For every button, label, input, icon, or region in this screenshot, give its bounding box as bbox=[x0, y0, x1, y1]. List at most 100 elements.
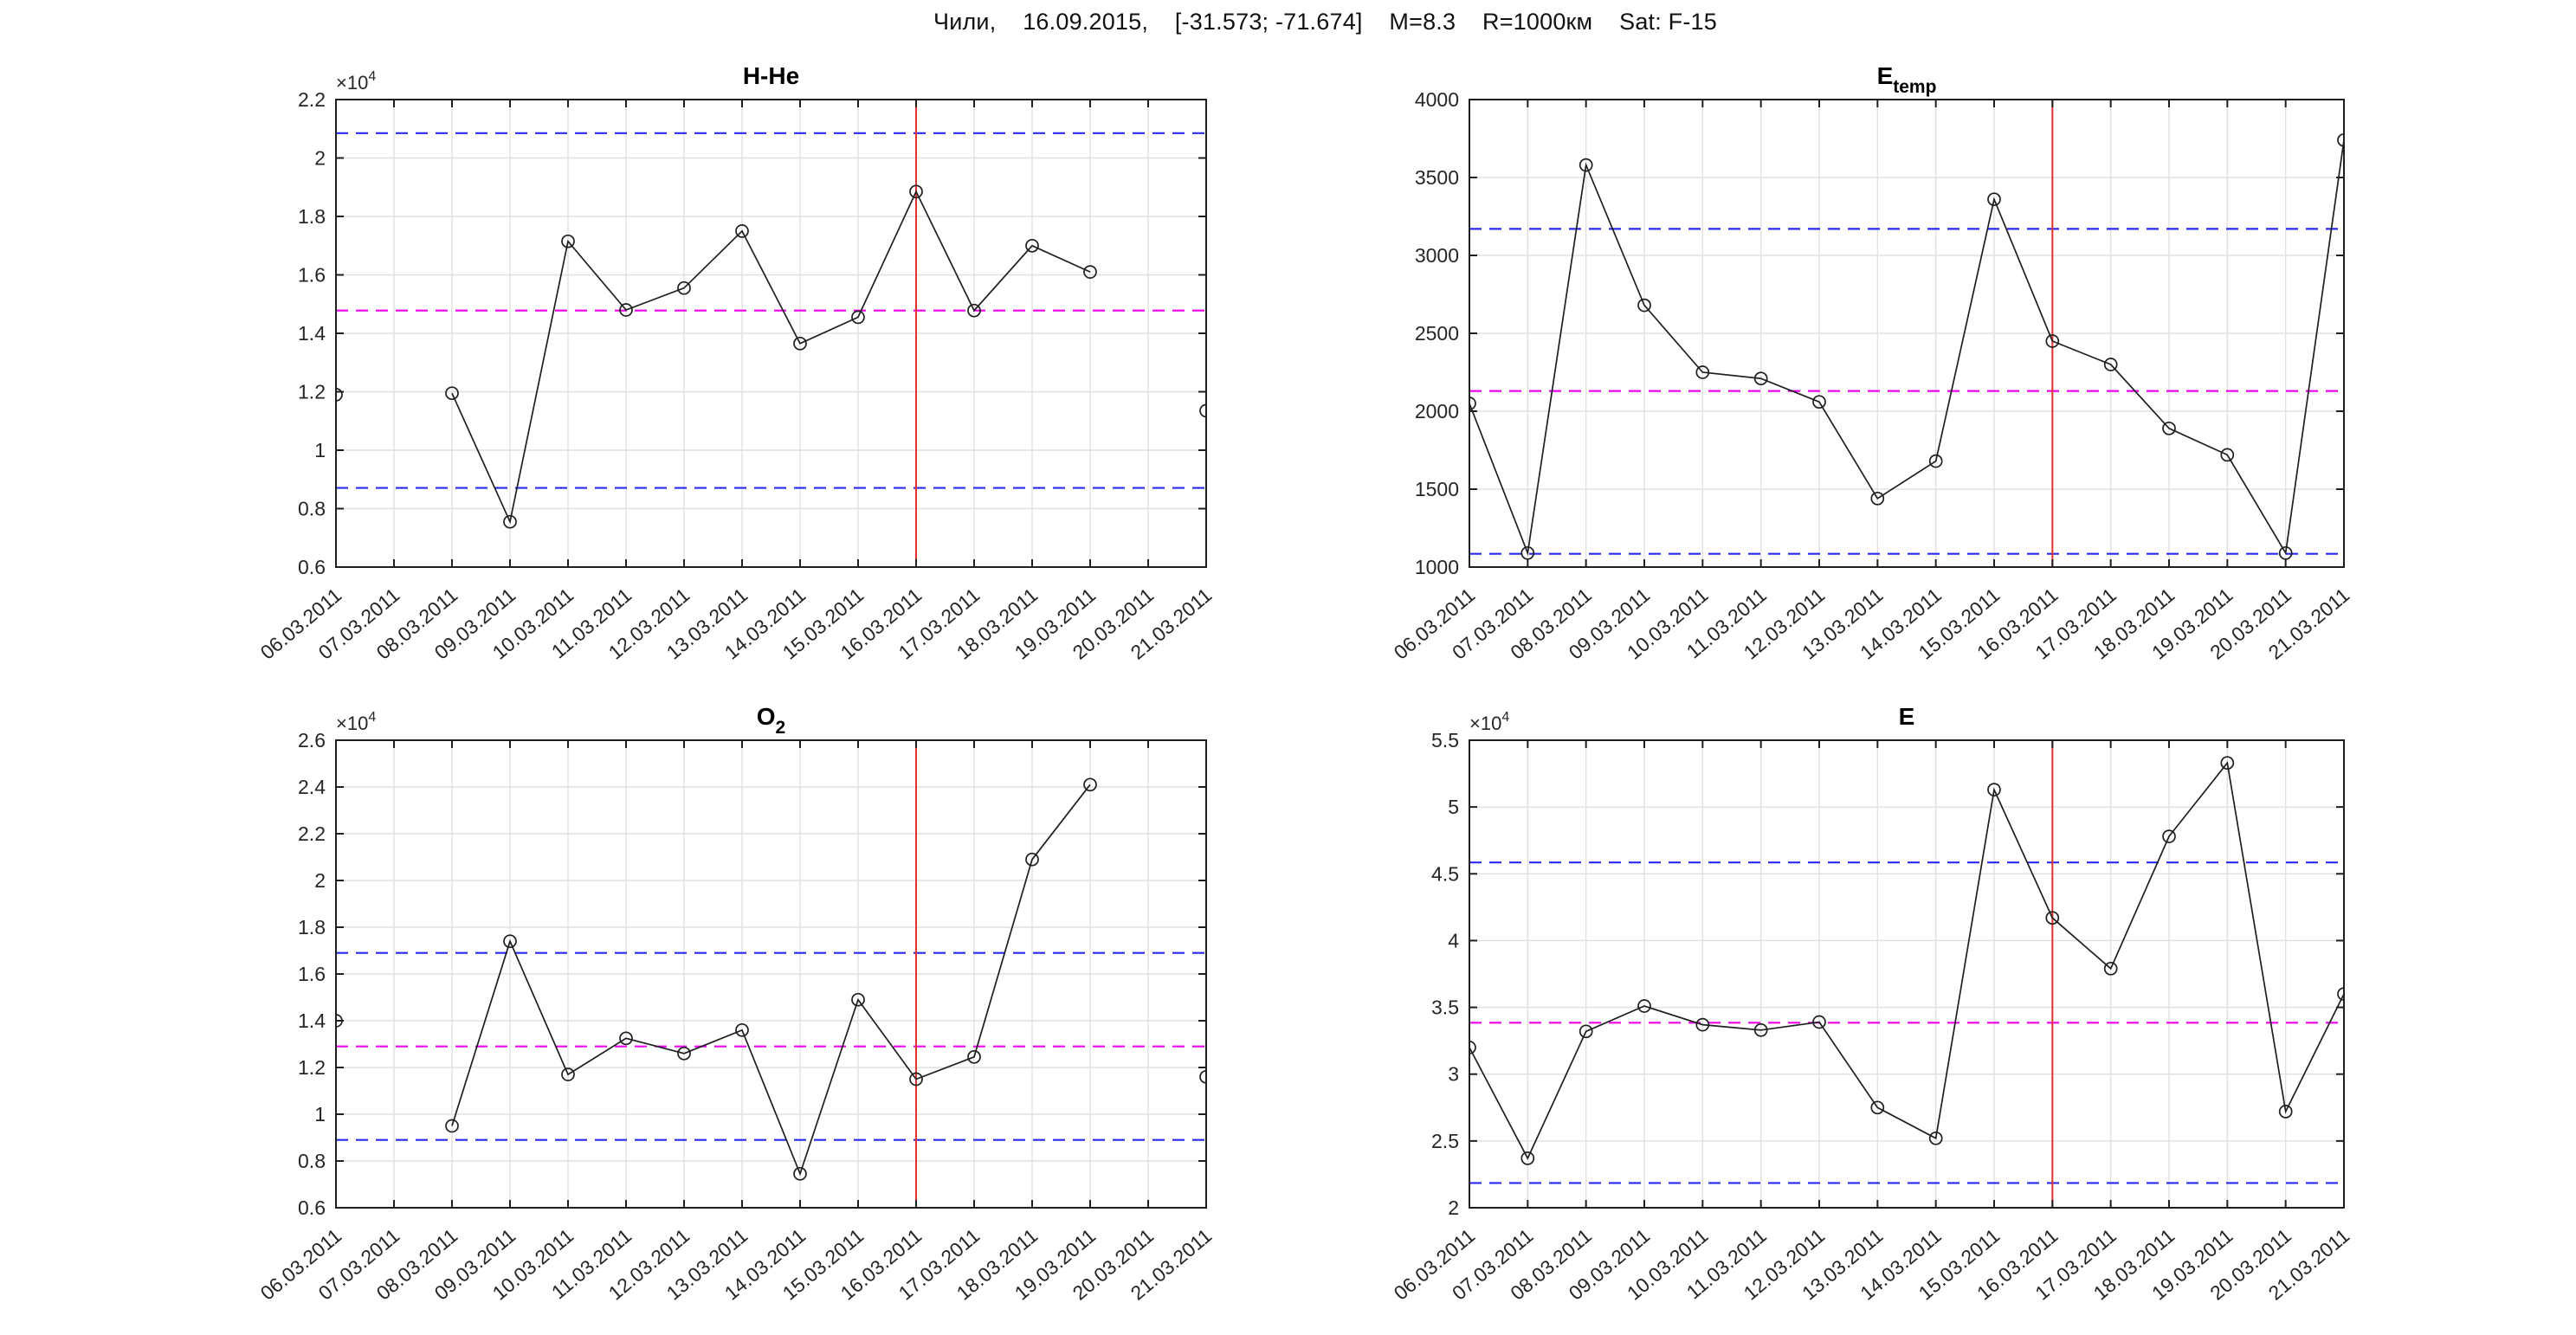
data-point-marker bbox=[1469, 1041, 1476, 1054]
data-point-marker bbox=[677, 281, 691, 295]
y-scale-note: ×104 bbox=[1469, 710, 1509, 734]
y-tick-label: 1.6 bbox=[298, 264, 326, 287]
y-tick-label: 1.8 bbox=[298, 205, 326, 228]
data-point-marker bbox=[1753, 371, 1768, 386]
y-tick-label: 5 bbox=[1448, 796, 1459, 818]
chart-title: O2 bbox=[757, 703, 785, 738]
data-point-marker bbox=[2103, 358, 2118, 371]
y-tick-label: 0.8 bbox=[298, 498, 326, 520]
y-tick-label: 3.5 bbox=[1431, 996, 1459, 1019]
y-tick-label: 0.8 bbox=[298, 1150, 326, 1172]
data-point-marker bbox=[1025, 852, 1039, 867]
data-point-marker bbox=[909, 184, 923, 199]
y-tick-label: 4 bbox=[1448, 929, 1459, 951]
y-tick-label: 3500 bbox=[1415, 166, 1459, 189]
data-point-marker bbox=[336, 388, 343, 402]
y-tick-label: 2.2 bbox=[298, 822, 326, 845]
y-tick-label: 2 bbox=[314, 869, 326, 892]
data-point-marker bbox=[1579, 158, 1593, 172]
data-point-marker bbox=[503, 514, 517, 529]
data-point-marker bbox=[1753, 1022, 1768, 1037]
y-scale-note: ×104 bbox=[336, 69, 376, 94]
y-tick-label: 2.4 bbox=[298, 776, 326, 798]
data-point-marker bbox=[2278, 545, 2293, 560]
y-tick-label: 4000 bbox=[1415, 88, 1459, 111]
data-point-marker bbox=[2337, 987, 2344, 1001]
data-point-marker bbox=[2220, 756, 2235, 771]
data-point-marker bbox=[1870, 491, 1885, 506]
y-tick-label: 1.4 bbox=[298, 322, 326, 345]
tick-marks bbox=[335, 99, 1207, 568]
data-point-marker bbox=[851, 992, 865, 1007]
data-point-marker bbox=[1695, 365, 1710, 379]
data-point-marker bbox=[735, 1022, 749, 1037]
data-point-marker bbox=[1199, 403, 1206, 418]
data-point-marker bbox=[2337, 132, 2344, 147]
data-point-marker bbox=[1199, 1069, 1206, 1084]
y-tick-label: 1 bbox=[314, 439, 326, 461]
tick-marks bbox=[1469, 739, 2345, 1209]
y-tick-label: 1.2 bbox=[298, 1056, 326, 1079]
y-tick-label: 2.5 bbox=[1431, 1130, 1459, 1152]
chart-title: E bbox=[1899, 703, 1915, 730]
chart-e-temp: 100015002000250030003500400006.03.201107… bbox=[1390, 62, 2354, 664]
data-point-marker bbox=[909, 1072, 923, 1087]
data-point-marker bbox=[1083, 265, 1097, 279]
y-tick-label: 1.8 bbox=[298, 916, 326, 938]
data-point-marker bbox=[1637, 298, 1651, 313]
data-point-marker bbox=[677, 1046, 691, 1061]
data-point-marker bbox=[445, 386, 459, 401]
data-point-marker bbox=[1637, 999, 1651, 1013]
data-point-marker bbox=[735, 224, 749, 238]
chart-h-he: 0.60.811.21.41.61.822.206.03.201107.03.2… bbox=[256, 62, 1217, 664]
tick-marks bbox=[1469, 99, 2345, 568]
data-point-marker bbox=[1083, 777, 1097, 792]
data-point-marker bbox=[503, 934, 517, 949]
y-scale-note: ×104 bbox=[336, 710, 376, 734]
series-group bbox=[336, 184, 1206, 529]
data-point-marker bbox=[2278, 1105, 2293, 1119]
data-point-marker bbox=[2220, 448, 2235, 462]
y-tick-label: 1 bbox=[314, 1103, 326, 1125]
y-tick-label: 0.6 bbox=[298, 556, 326, 578]
data-point-marker bbox=[851, 310, 865, 325]
data-point-marker bbox=[1928, 1131, 1943, 1145]
data-point-marker bbox=[967, 1049, 981, 1064]
data-point-marker bbox=[1928, 454, 1943, 468]
data-point-marker bbox=[793, 1166, 807, 1181]
series-group bbox=[1469, 132, 2344, 560]
chart-o2: 0.60.811.21.41.61.822.22.42.606.03.20110… bbox=[256, 703, 1217, 1305]
y-tick-label: 2 bbox=[314, 147, 326, 170]
data-point-marker bbox=[1025, 238, 1039, 253]
data-point-marker bbox=[1987, 783, 2001, 796]
data-point-marker bbox=[1812, 1015, 1826, 1029]
data-point-marker bbox=[1520, 1151, 1535, 1165]
data-point-marker bbox=[2045, 334, 2060, 348]
chart-e: 22.533.544.555.506.03.201107.03.201108.0… bbox=[1390, 703, 2354, 1305]
data-point-marker bbox=[445, 1119, 459, 1133]
y-tick-label: 3000 bbox=[1415, 244, 1459, 267]
data-point-marker bbox=[1812, 395, 1826, 410]
series-line bbox=[1469, 761, 2344, 1160]
data-point-marker bbox=[1469, 397, 1476, 410]
y-tick-label: 2.2 bbox=[298, 88, 326, 111]
data-point-marker bbox=[1579, 1024, 1593, 1039]
y-tick-label: 1.6 bbox=[298, 963, 326, 985]
data-point-marker bbox=[2162, 421, 2176, 435]
plot-area bbox=[1469, 740, 2344, 1208]
plot-box bbox=[1469, 739, 2345, 1209]
data-point-marker bbox=[1870, 1100, 1885, 1115]
y-tick-label: 5.5 bbox=[1431, 729, 1459, 751]
data-point-marker bbox=[1987, 192, 2001, 207]
data-point-marker bbox=[967, 303, 981, 318]
y-tick-label: 1.2 bbox=[298, 381, 326, 403]
series-group bbox=[1469, 756, 2344, 1165]
data-point-marker bbox=[561, 1067, 575, 1081]
data-point-marker bbox=[2103, 961, 2118, 976]
data-point-marker bbox=[619, 303, 633, 317]
data-point-marker bbox=[1520, 545, 1535, 560]
data-point-marker bbox=[2045, 911, 2060, 925]
tick-marks bbox=[335, 739, 1207, 1209]
data-point-marker bbox=[793, 336, 807, 351]
